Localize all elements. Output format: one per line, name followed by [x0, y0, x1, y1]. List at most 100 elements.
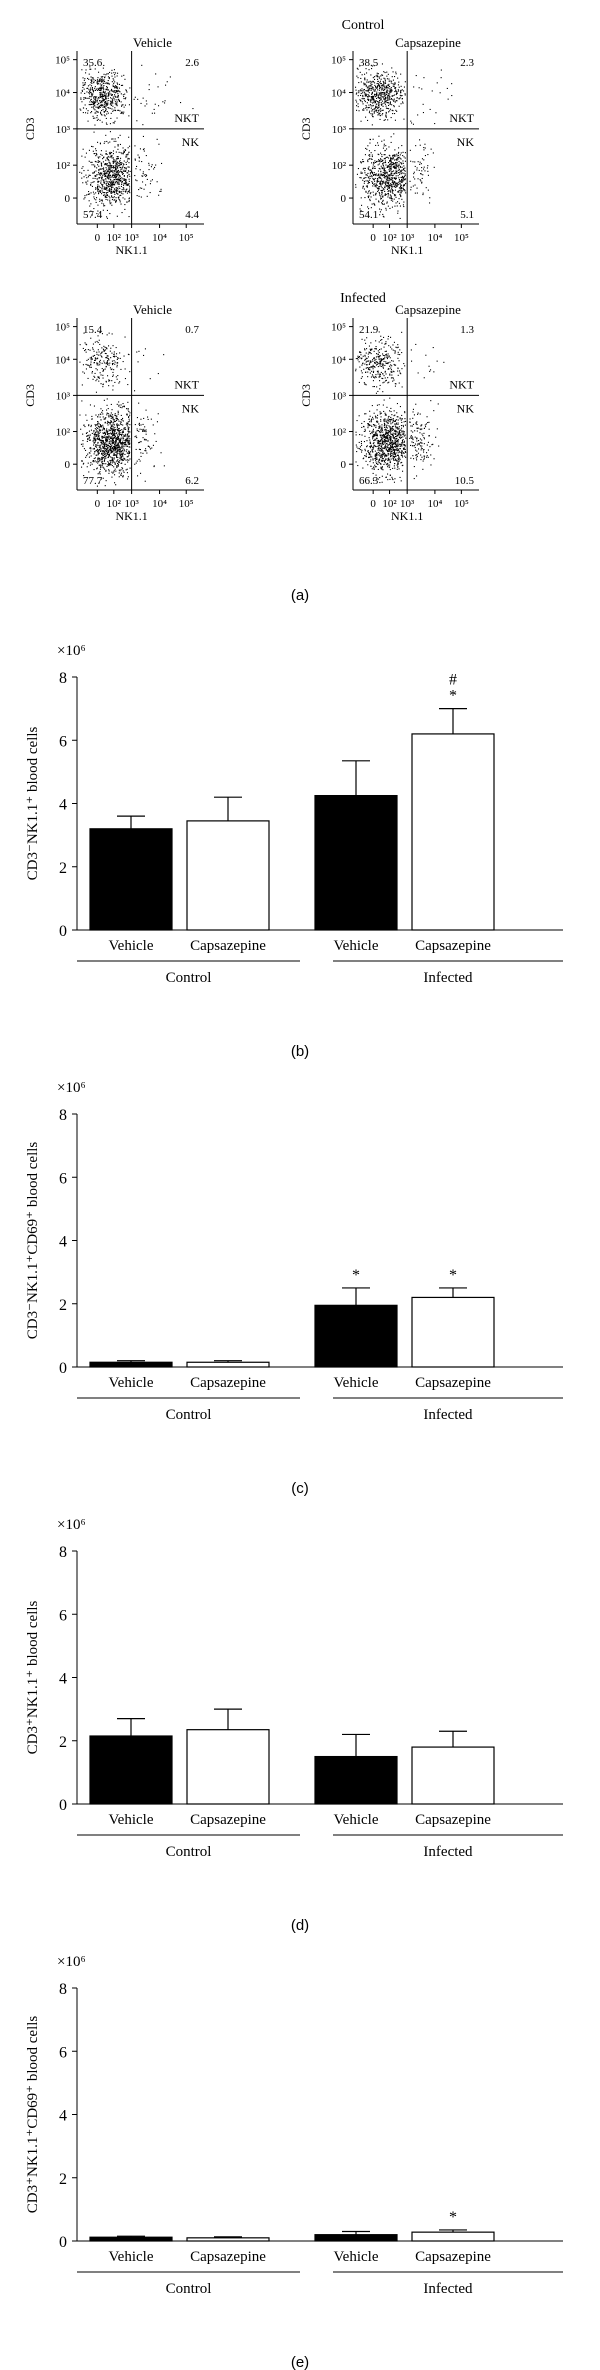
event-dot: [404, 434, 406, 436]
event-dot: [398, 198, 400, 200]
event-dot: [385, 429, 387, 431]
event-dot: [86, 440, 88, 442]
event-dot: [106, 168, 108, 170]
event-dot: [101, 461, 103, 463]
event-dot: [400, 462, 402, 464]
event-dot: [134, 145, 136, 147]
event-dot: [101, 411, 103, 413]
event-dot: [82, 84, 84, 86]
event-dot: [379, 177, 381, 179]
event-dot: [374, 82, 376, 84]
event-dot: [372, 418, 374, 420]
event-dot: [123, 434, 125, 436]
event-dot: [84, 426, 86, 428]
event-dot: [97, 436, 99, 438]
x-axis-label: NK1.1: [115, 243, 147, 257]
event-dot: [128, 200, 130, 202]
event-dot: [372, 87, 374, 89]
event-dot: [123, 437, 125, 439]
event-dot: [97, 204, 99, 206]
event-dot: [367, 423, 369, 425]
event-dot: [396, 110, 398, 112]
event-dot: [119, 175, 121, 177]
event-dot: [117, 447, 119, 449]
event-dot: [91, 185, 93, 187]
event-dot: [385, 87, 387, 89]
event-dot: [394, 383, 396, 385]
event-dot: [397, 212, 399, 214]
event-dot: [384, 119, 386, 121]
event-dot: [387, 335, 389, 337]
event-dot: [425, 354, 427, 356]
event-dot: [385, 179, 387, 181]
event-dot: [114, 199, 116, 201]
event-dot: [118, 441, 120, 443]
event-dot: [431, 90, 433, 92]
event-dot: [117, 196, 119, 198]
event-dot: [112, 91, 114, 93]
event-dot: [366, 148, 368, 150]
event-dot: [385, 454, 387, 456]
event-dot: [390, 178, 392, 180]
event-dot: [384, 364, 386, 366]
event-dot: [387, 479, 389, 481]
event-dot: [90, 182, 92, 184]
quadrant-values: 15.4 0.777.7 6.2: [83, 324, 200, 487]
quadrant-value-upper-left: 35.6: [83, 57, 103, 69]
event-dot: [393, 170, 395, 172]
event-dot: [99, 156, 101, 158]
event-dot: [380, 463, 382, 465]
event-dot: [395, 170, 397, 172]
event-dot: [91, 101, 93, 103]
event-dot: [375, 361, 377, 363]
event-dot: [392, 156, 394, 158]
event-dot: [125, 423, 127, 425]
event-dot: [355, 461, 357, 463]
event-dot: [376, 183, 378, 185]
event-dot: [124, 378, 126, 380]
event-dot: [382, 105, 384, 107]
event-dot: [415, 343, 417, 345]
event-dot: [102, 435, 104, 437]
event-dot: [107, 165, 109, 167]
event-dot: [388, 104, 390, 106]
event-dot: [377, 362, 379, 364]
event-dot: [395, 433, 397, 435]
event-dot: [101, 347, 103, 349]
event-dot: [100, 383, 102, 385]
event-dot: [79, 361, 81, 363]
event-dot: [112, 437, 114, 439]
event-dot: [112, 454, 114, 456]
event-dot: [85, 97, 87, 99]
event-dot: [113, 179, 115, 181]
event-dot: [360, 352, 362, 354]
event-dot: [105, 194, 107, 196]
event-dot: [375, 356, 377, 358]
event-dot: [145, 450, 147, 452]
event-dot: [95, 461, 97, 463]
event-dot: [128, 429, 130, 431]
event-dot: [119, 455, 121, 457]
event-dot: [377, 153, 379, 155]
event-dot: [97, 454, 99, 456]
event-dot: [389, 432, 391, 434]
event-dot: [109, 189, 111, 191]
event-dot: [101, 352, 103, 354]
event-dot: [101, 458, 103, 460]
event-dot: [388, 186, 390, 188]
event-dot: [107, 80, 109, 82]
event-dot: [81, 400, 83, 402]
event-dot: [109, 415, 111, 417]
event-dot: [116, 467, 118, 469]
event-dot: [108, 450, 110, 452]
event-dot: [100, 439, 102, 441]
event-dot: [402, 101, 404, 103]
event-dot: [89, 349, 91, 351]
event-dot: [128, 198, 130, 200]
x-tick-label: 0: [95, 232, 101, 244]
event-dot: [113, 369, 115, 371]
event-dot: [385, 209, 387, 211]
event-dot: [381, 203, 383, 205]
event-dot: [128, 183, 130, 185]
event-dot: [128, 151, 130, 153]
